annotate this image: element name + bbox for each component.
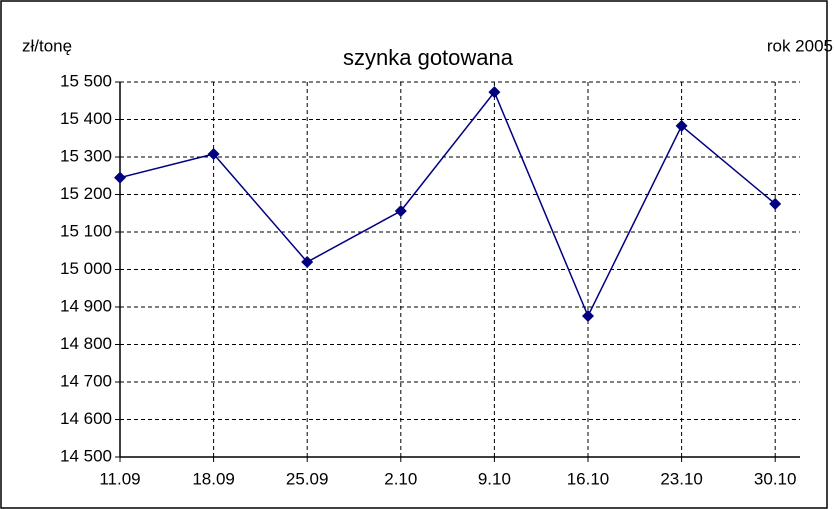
y-tick-label: 14 600: [60, 409, 112, 428]
x-tick-label: 11.09: [99, 469, 140, 488]
y-axis-label: zł/tonę: [22, 36, 72, 55]
y-tick-label: 14 500: [60, 446, 112, 465]
y-tick-label: 15 400: [60, 109, 112, 128]
y-tick-label: 14 900: [60, 296, 112, 315]
marker: [488, 86, 501, 99]
y-tick-label: 15 000: [60, 259, 112, 278]
y-tick-label: 14 800: [60, 334, 112, 353]
y-tick-label: 15 100: [60, 221, 112, 240]
marker: [301, 256, 314, 268]
x-tick-label: 23.10: [660, 469, 703, 488]
marker: [207, 148, 220, 160]
chart-title: szynka gotowana: [343, 45, 514, 70]
y-tick-label: 15 300: [60, 146, 112, 165]
x-tick-label: 9.10: [478, 469, 511, 488]
marker: [582, 310, 594, 322]
marker: [675, 119, 688, 132]
y-tick-label: 15 200: [60, 184, 112, 203]
marker: [394, 205, 407, 217]
y-tick-label: 14 700: [60, 371, 112, 390]
x-tick-label: 30.10: [754, 469, 797, 488]
series-line: [119, 90, 776, 318]
x-tick-label: 18.09: [192, 469, 235, 488]
marker: [769, 197, 782, 210]
y-tick-label: 15 500: [60, 71, 112, 90]
x-tick-label: 2.10: [384, 469, 417, 488]
x-tick-label: 25.09: [286, 469, 329, 488]
marker: [114, 171, 126, 184]
annotation: rok 2005: [767, 36, 833, 55]
x-tick-label: 16.10: [567, 469, 610, 488]
